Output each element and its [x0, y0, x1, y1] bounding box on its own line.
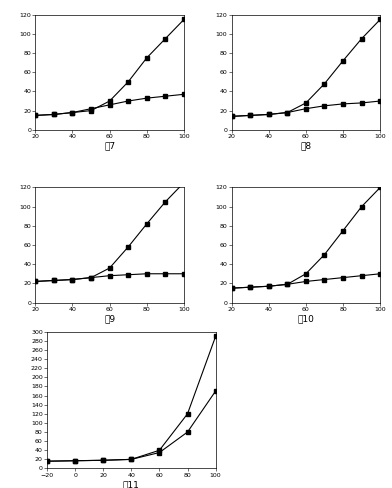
- X-axis label: 图9: 图9: [104, 314, 115, 324]
- X-axis label: 图8: 图8: [300, 142, 312, 151]
- X-axis label: 图11: 图11: [123, 480, 140, 488]
- X-axis label: 图10: 图10: [298, 314, 314, 324]
- X-axis label: 图7: 图7: [104, 142, 115, 151]
